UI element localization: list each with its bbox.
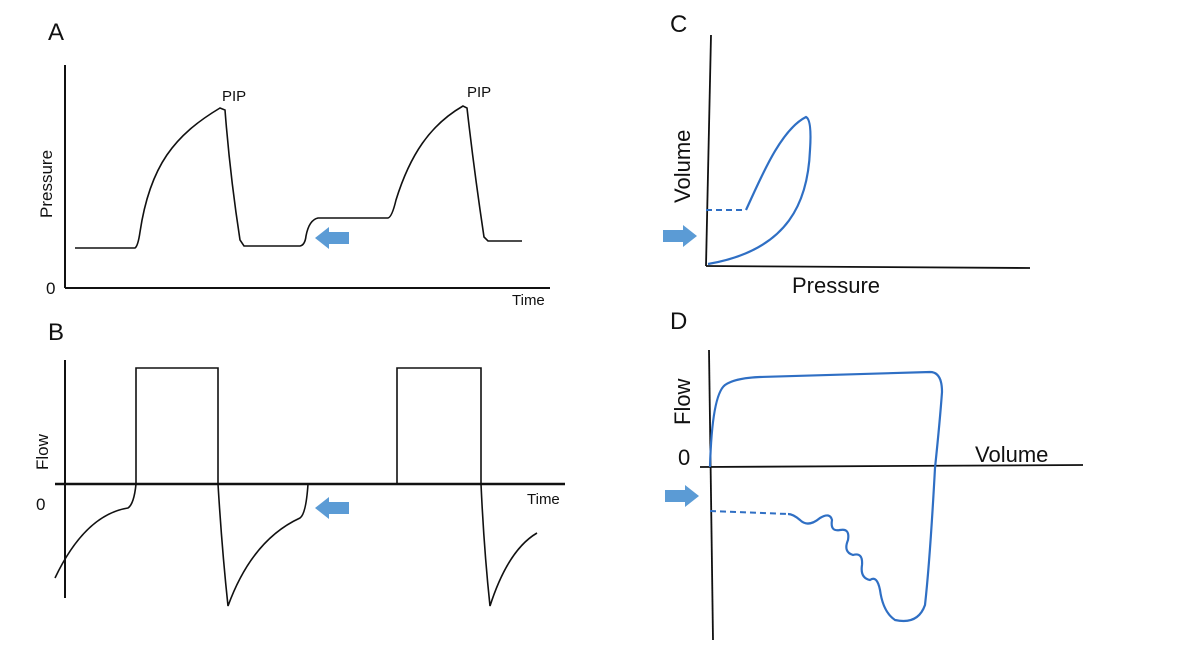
panel-b: B Flow Time 0 (33, 319, 565, 607)
panel-b-ylabel: Flow (33, 433, 52, 470)
panel-a-letter: A (48, 19, 64, 46)
panel-b-xlabel: Time (527, 491, 560, 508)
panel-c: C Volume Pressure (663, 11, 1031, 298)
panel-a-arrow-icon (315, 227, 349, 249)
panel-a: A Pressure Time 0 PIP PIP (37, 19, 550, 309)
panel-d: D Flow Volume 0 (665, 308, 1084, 641)
panel-d-ylabel: Flow (670, 378, 695, 425)
panel-a-ylabel: Pressure (37, 150, 56, 218)
panel-b-letter: B (48, 319, 64, 346)
panel-d-letter: D (670, 308, 687, 335)
panel-d-dashed-line (709, 510, 789, 515)
panel-c-xlabel: Pressure (792, 273, 880, 298)
panel-d-x-axis (699, 464, 1084, 468)
panel-c-letter: C (670, 11, 687, 38)
panel-c-arrow-icon (663, 225, 697, 247)
panel-b-zero: 0 (36, 495, 45, 514)
panel-a-peak-label-2: PIP (467, 84, 491, 101)
panel-b-flow-trace (54, 367, 538, 607)
panel-c-x-axis (705, 265, 1031, 269)
panel-d-loop (708, 370, 944, 623)
panel-a-xlabel: Time (512, 292, 545, 309)
panel-d-arrow-icon (665, 485, 699, 507)
panel-a-zero: 0 (46, 279, 55, 298)
panel-c-loop-upper (707, 115, 812, 266)
panel-c-ylabel: Volume (670, 130, 695, 203)
panel-c-y-axis (705, 34, 712, 267)
panel-d-zero: 0 (678, 445, 690, 470)
panel-a-pressure-trace (75, 105, 522, 249)
panel-b-arrow-icon (315, 497, 349, 519)
panel-d-y-axis (708, 349, 714, 641)
panel-d-xlabel: Volume (975, 442, 1048, 467)
panel-a-peak-label-1: PIP (222, 88, 246, 105)
